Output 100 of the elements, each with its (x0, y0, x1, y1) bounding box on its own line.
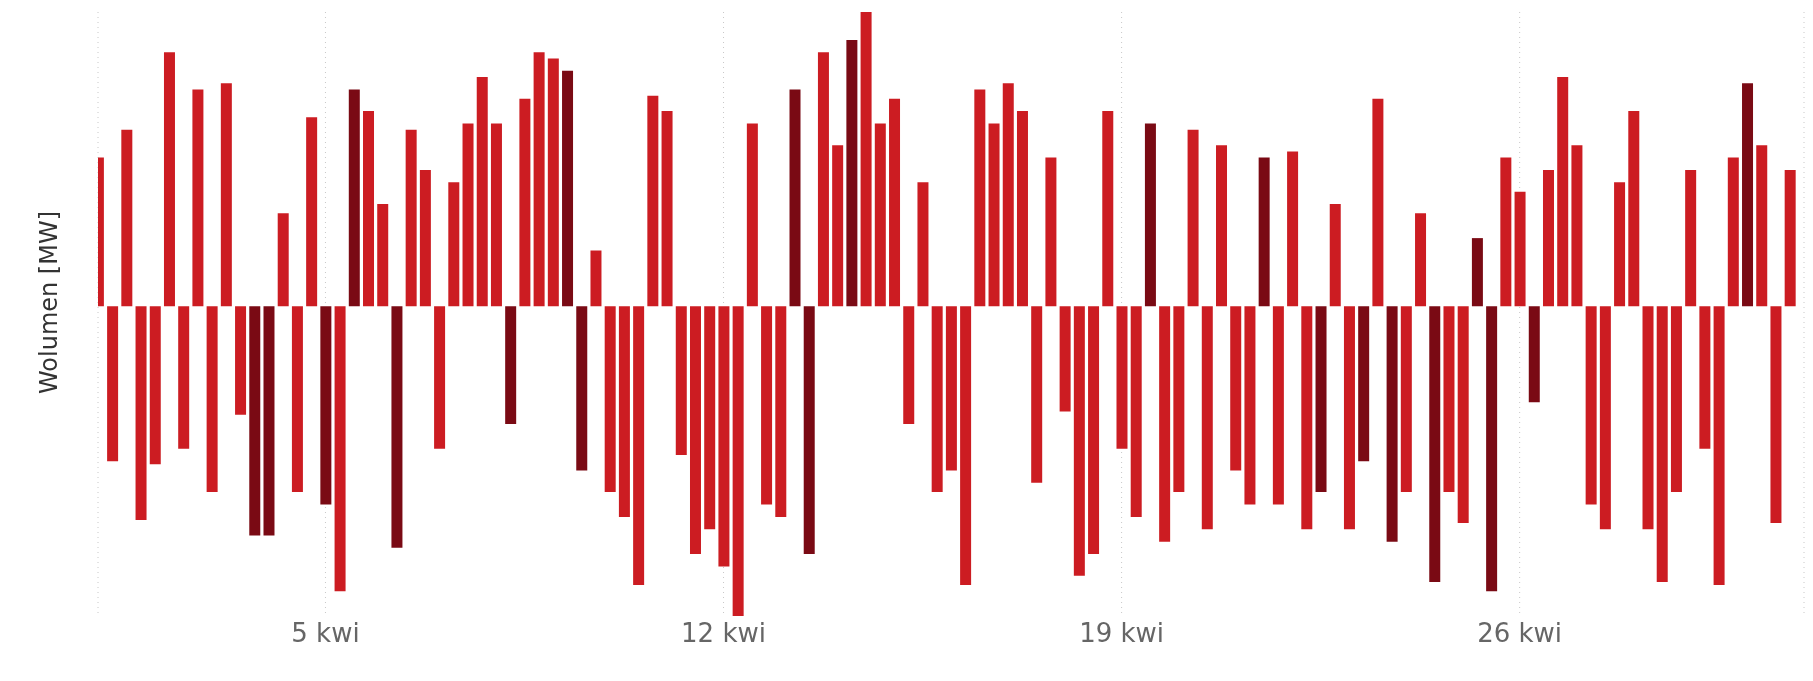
bar (1727, 157, 1739, 307)
bar (1500, 157, 1512, 307)
bar (1244, 306, 1256, 505)
bar (178, 306, 190, 449)
bar (590, 250, 602, 307)
bar (1372, 98, 1384, 307)
y-axis-title: Wolumen [MW] (34, 210, 63, 394)
bar (1528, 306, 1540, 403)
bar (874, 123, 886, 307)
bar (547, 58, 559, 307)
bar (917, 182, 929, 307)
bar (1116, 306, 1128, 449)
bar (1159, 306, 1171, 542)
bar (689, 306, 701, 555)
bar (718, 306, 730, 567)
bar (1016, 111, 1028, 307)
bar (192, 89, 204, 307)
bar (903, 306, 915, 424)
bar (320, 306, 332, 505)
bar (377, 204, 389, 307)
bar (618, 306, 630, 517)
bar (704, 306, 716, 530)
bar (576, 306, 588, 471)
bar (1614, 182, 1626, 307)
bar (1329, 204, 1341, 307)
bar (661, 111, 673, 307)
bar (775, 306, 787, 517)
bar (277, 213, 289, 307)
bar (291, 306, 303, 493)
bar (1756, 145, 1768, 307)
bar (1742, 83, 1754, 307)
x-tick-label: 12 kwi (681, 618, 766, 649)
bar (107, 306, 119, 462)
bar (789, 89, 801, 307)
bar (1514, 191, 1526, 307)
bar (1656, 306, 1668, 582)
bar (1642, 306, 1654, 530)
bar (235, 306, 247, 415)
bar (476, 77, 488, 307)
bar (988, 123, 1000, 307)
bar (1287, 151, 1299, 307)
bar (1130, 306, 1142, 517)
bar (1670, 306, 1682, 493)
bar (647, 95, 659, 307)
bar (1315, 306, 1327, 493)
x-tick-label: 19 kwi (1079, 618, 1165, 649)
bar (832, 145, 844, 307)
bar (1272, 306, 1284, 505)
bar (1486, 306, 1498, 592)
bar (1457, 306, 1469, 524)
bar (562, 70, 574, 307)
bar (490, 123, 502, 307)
bar (533, 52, 545, 307)
bar (434, 306, 446, 449)
bar (1599, 306, 1611, 530)
bar (462, 123, 474, 307)
bar (135, 306, 147, 520)
bar (1301, 306, 1313, 530)
bar (1088, 306, 1100, 555)
bar (519, 98, 531, 307)
bar (1102, 111, 1114, 307)
bar (1358, 306, 1370, 462)
bar (206, 306, 218, 493)
bar (746, 123, 758, 307)
bar (1144, 123, 1156, 307)
bar (348, 89, 360, 307)
bar (306, 117, 318, 307)
bar (1031, 306, 1043, 483)
bar (1699, 306, 1711, 449)
bar (931, 306, 943, 493)
bar (1002, 83, 1014, 307)
bar (1415, 213, 1427, 307)
bar (889, 98, 901, 307)
bar (1685, 169, 1697, 307)
bar (1471, 238, 1483, 307)
bar (1386, 306, 1398, 542)
bar (860, 12, 872, 307)
bar (249, 306, 261, 536)
bar (405, 129, 417, 307)
bar (1400, 306, 1412, 493)
bar (363, 111, 375, 307)
bar (149, 306, 161, 465)
bar (633, 306, 645, 586)
x-tick-label: 5 kwi (291, 618, 360, 649)
bar (817, 52, 829, 307)
bar (1343, 306, 1355, 530)
bar (1542, 169, 1554, 307)
bar (1216, 145, 1228, 307)
bar (960, 306, 972, 586)
bar (1059, 306, 1071, 412)
bar (732, 306, 744, 616)
bar (1230, 306, 1242, 471)
bar (263, 306, 275, 536)
bar (1628, 111, 1640, 307)
bar (1045, 157, 1057, 307)
bar (1187, 129, 1199, 307)
x-tick-label: 26 kwi (1477, 618, 1563, 649)
bar (1557, 77, 1569, 307)
bar (761, 306, 773, 505)
bar (1713, 306, 1725, 586)
